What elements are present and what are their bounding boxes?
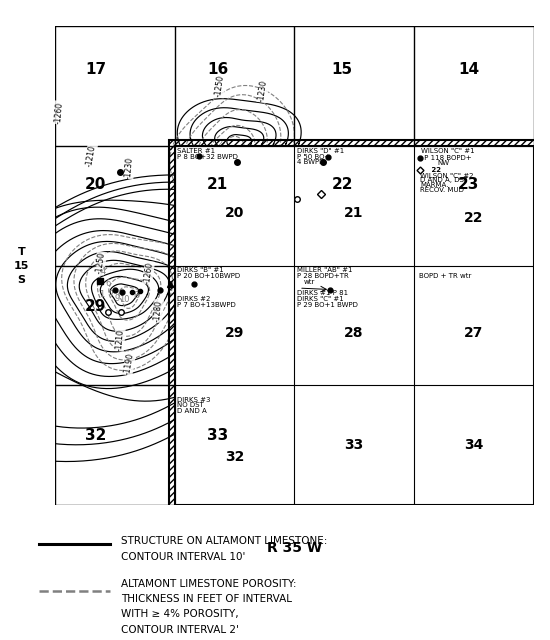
Text: 9: 9	[114, 294, 120, 303]
Text: THICKNESS IN FEET OF INTERVAL: THICKNESS IN FEET OF INTERVAL	[121, 594, 292, 604]
Text: 32: 32	[85, 428, 106, 443]
Text: -1260: -1260	[53, 101, 64, 124]
Text: wtr: wtr	[304, 279, 315, 285]
Bar	[175, 146, 534, 505]
Text: 28: 28	[344, 326, 364, 340]
Text: NW: NW	[438, 160, 450, 166]
Text: P 29 BO+1 BWPD: P 29 BO+1 BWPD	[296, 302, 358, 308]
Text: D AND A: D AND A	[177, 408, 207, 414]
Text: 2: 2	[98, 254, 103, 263]
Text: P 118 BOPD+: P 118 BOPD+	[422, 156, 472, 161]
Text: 22: 22	[464, 211, 483, 225]
Text: 4 BWPD: 4 BWPD	[296, 159, 324, 165]
Text: DIRKS "C" #1: DIRKS "C" #1	[296, 296, 343, 302]
Text: 20: 20	[85, 177, 106, 192]
Text: P 8 BO+32 BWPD: P 8 BO+32 BWPD	[177, 154, 238, 159]
Text: DIRKS "B" #1: DIRKS "B" #1	[177, 268, 224, 273]
Text: -1210: -1210	[85, 144, 97, 167]
Text: WILSON "C" #1: WILSON "C" #1	[421, 148, 475, 154]
Text: P 28 BOPD+TR: P 28 BOPD+TR	[296, 273, 348, 279]
Text: 32: 32	[225, 450, 244, 464]
Text: 33: 33	[344, 438, 364, 452]
Text: ALTAMONT LIMESTONE POROSITY:: ALTAMONT LIMESTONE POROSITY:	[121, 579, 296, 589]
Text: 2: 2	[217, 139, 223, 148]
Text: -1250: -1250	[214, 75, 226, 98]
Text: MARMA.: MARMA.	[420, 182, 448, 188]
Text: SALTER #1: SALTER #1	[177, 148, 215, 154]
Text: D AND A, DST: D AND A, DST	[420, 177, 468, 184]
Text: DIRKS #3: DIRKS #3	[177, 397, 211, 403]
Text: -1230: -1230	[124, 156, 135, 179]
Text: -1250: -1250	[95, 252, 107, 275]
Text: 10: 10	[119, 294, 130, 303]
Text: -1230: -1230	[257, 79, 269, 102]
Text: 1: 1	[99, 290, 104, 299]
Text: 33: 33	[207, 428, 228, 443]
Text: 8: 8	[241, 182, 247, 191]
Text: DIRKS #2: DIRKS #2	[177, 296, 211, 302]
Text: -1270: -1270	[287, 168, 298, 191]
Text: 6: 6	[105, 279, 111, 288]
Text: RECOV. MUD: RECOV. MUD	[420, 187, 464, 193]
Text: DIRKS #1 P 81: DIRKS #1 P 81	[296, 291, 348, 296]
Text: DIRKS "D" #1: DIRKS "D" #1	[296, 148, 344, 154]
Text: T
15
S: T 15 S	[14, 246, 29, 285]
Text: R 35 W: R 35 W	[267, 541, 322, 555]
Text: 16: 16	[207, 62, 228, 77]
Text: 8: 8	[134, 291, 139, 300]
Text: 21: 21	[207, 177, 228, 192]
Text: -1190: -1190	[123, 352, 135, 375]
Text: 7: 7	[109, 290, 114, 299]
Text: CONTOUR INTERVAL 10': CONTOUR INTERVAL 10'	[121, 552, 245, 562]
Text: -1280: -1280	[152, 300, 163, 323]
Text: 22: 22	[331, 177, 353, 192]
Text: 4: 4	[100, 267, 106, 276]
Text: -1260: -1260	[142, 261, 155, 284]
Text: 15: 15	[332, 62, 353, 77]
Text: MILLER "AB" #1: MILLER "AB" #1	[296, 268, 352, 273]
Text: 20: 20	[225, 206, 244, 220]
Text: P 20 BO+10BWPD: P 20 BO+10BWPD	[177, 273, 240, 279]
Text: 34: 34	[464, 438, 483, 452]
Text: BOPD + TR wtr: BOPD + TR wtr	[419, 273, 471, 279]
Text: 29: 29	[85, 299, 106, 314]
Text: 29: 29	[225, 326, 244, 340]
Text: CONTOUR INTERVAL 2': CONTOUR INTERVAL 2'	[121, 625, 239, 635]
Text: 23: 23	[458, 177, 480, 192]
Text: 4: 4	[227, 156, 232, 165]
Text: WITH ≥ 4% POROSITY,: WITH ≥ 4% POROSITY,	[121, 609, 239, 620]
Text: NO DST: NO DST	[177, 403, 204, 408]
Text: 6: 6	[234, 170, 239, 179]
Text: 17: 17	[85, 62, 106, 77]
Bar	[169, 140, 539, 511]
Text: 27: 27	[464, 326, 483, 340]
Text: WILSON "C" #2: WILSON "C" #2	[420, 173, 474, 179]
Text: P 7 BO+13BWPD: P 7 BO+13BWPD	[177, 302, 236, 308]
Text: P 50 BO+: P 50 BO+	[296, 154, 330, 159]
Text: 9: 9	[241, 193, 246, 202]
Text: -1210: -1210	[114, 328, 125, 351]
Text: 21: 21	[344, 206, 364, 220]
Text: 22: 22	[425, 167, 442, 173]
Text: 14: 14	[458, 62, 480, 77]
Text: -1230: -1230	[178, 180, 190, 203]
Text: STRUCTURE ON ALTAMONT LIMESTONE:: STRUCTURE ON ALTAMONT LIMESTONE:	[121, 536, 327, 547]
